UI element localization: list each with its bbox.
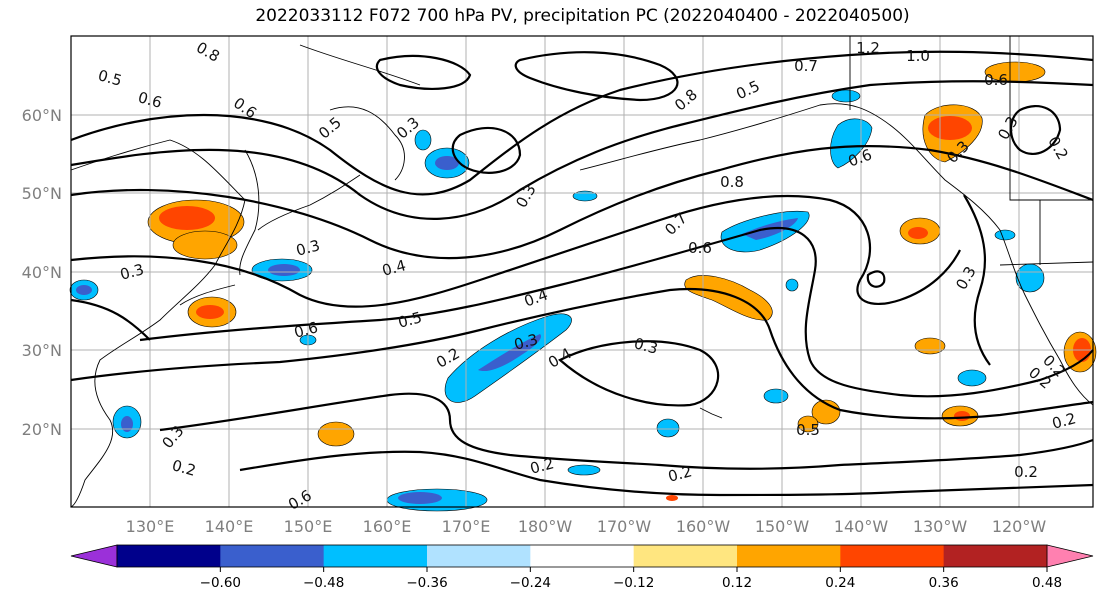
lon-label: 170°E (442, 517, 491, 536)
precip-neg-area (567, 464, 601, 476)
precip-neg-core (435, 156, 459, 170)
precip-neg-core (121, 416, 133, 432)
colorbar-extend-max (1046, 544, 1094, 568)
precip-neg-area (830, 118, 873, 169)
contour-label: 0.3 (632, 334, 660, 358)
contour-label: 0.5 (796, 421, 820, 439)
precip-pos-core (196, 305, 224, 319)
precip-pos-core (928, 116, 972, 140)
contour-label: 0.6 (136, 88, 164, 112)
contour-label: 1.2 (856, 39, 880, 57)
contour-label: 0.8 (720, 173, 744, 191)
precip-neg-area (763, 388, 789, 404)
precip-pos-area (797, 415, 819, 433)
precip-pos-area (172, 230, 238, 260)
colorbar-tick-label: 0.12 (722, 575, 752, 591)
lon-label: 160°W (676, 517, 731, 536)
precip-neg-core (76, 285, 92, 295)
contour-label: 0.2 (528, 454, 556, 478)
contour-label: 0.2 (1014, 463, 1038, 481)
contour-label: 0.3 (294, 236, 322, 260)
contour-label: 0.5 (396, 308, 424, 332)
precip-neg-area (994, 229, 1016, 241)
lon-label: 140°E (205, 517, 254, 536)
colorbar-segment (427, 545, 531, 567)
colorbar-segment (737, 545, 841, 567)
contour-label: 0.2 (666, 462, 694, 486)
map-frame (70, 35, 1094, 508)
precip-pos-area (684, 275, 773, 321)
contour-label: 0.4 (380, 256, 408, 280)
contour-label: 0.3 (512, 330, 540, 354)
precip-pos-core (908, 227, 928, 239)
precip-pos-core (666, 495, 678, 501)
lon-label: 150°E (284, 517, 333, 536)
precip-pos-core (159, 206, 215, 230)
colorbar-tick-label: 0.24 (825, 575, 855, 591)
lon-label: 170°W (597, 517, 652, 536)
longitude-labels: 130°E 140°E 150°E 160°E 170°E 180°W 170°… (126, 517, 1047, 536)
colorbar-tick-label: −0.60 (200, 575, 241, 591)
colorbar-tick-label: −0.36 (406, 575, 447, 591)
contour-label: 1.0 (906, 47, 930, 65)
precip-shading (69, 61, 1097, 512)
colorbar-frame (116, 544, 1048, 568)
lon-label: 180°W (518, 517, 573, 536)
contour-label: 0.7 (794, 57, 818, 75)
colorbar-segment (943, 545, 1048, 567)
lon-label: 150°W (755, 517, 810, 536)
colorbar-segment (633, 545, 738, 567)
precip-neg-core (398, 492, 442, 504)
contour-label: 0.2 (170, 456, 198, 480)
precip-pos-area (317, 421, 355, 447)
precip-neg-area (957, 369, 987, 387)
lon-label: 130°E (126, 517, 175, 536)
colorbar-segment (840, 545, 945, 567)
latitude-labels: 60°N 50°N 40°N 30°N 20°N (22, 106, 62, 439)
map-title: 2022033112 F072 700 hPa PV, precipitatio… (255, 6, 910, 26)
lat-label: 20°N (22, 420, 62, 439)
precip-neg-area (656, 418, 680, 438)
precip-neg-core (478, 334, 542, 372)
colorbar: −0.60 −0.48 −0.36 −0.24 −0.12 0.12 0.24 0.36 0.4… (70, 544, 1094, 591)
contour-label: 0.6 (984, 71, 1008, 89)
lon-label: 140°W (834, 517, 889, 536)
colorbar-tick-label: 0.36 (929, 575, 959, 591)
lon-label: 120°W (992, 517, 1047, 536)
contour-label: 0.6 (292, 318, 320, 342)
colorbar-segment (530, 545, 635, 567)
contour-label: 0.3 (118, 260, 146, 284)
coastlines (70, 35, 1094, 508)
colorbar-segment (323, 545, 428, 567)
colorbar-tick-label: −0.12 (613, 575, 654, 591)
colorbar-segment (220, 545, 325, 567)
colorbar-tick-label: −0.48 (303, 575, 344, 591)
pv-contours (70, 50, 1094, 497)
colorbar-extend-min (70, 544, 118, 568)
precip-pos-core (954, 411, 970, 421)
lat-label: 50°N (22, 184, 62, 203)
lon-label: 160°E (363, 517, 412, 536)
colorbar-segment (117, 545, 221, 567)
precip-neg-core (268, 264, 300, 276)
lat-label: 60°N (22, 106, 62, 125)
lat-label: 30°N (22, 341, 62, 360)
precip-neg-area (785, 278, 799, 292)
contour-label: 0.5 (96, 66, 124, 90)
precip-neg-area (414, 129, 432, 151)
lon-label: 130°W (913, 517, 968, 536)
precip-neg-area (1015, 263, 1045, 293)
colorbar-tick-label: 0.48 (1032, 575, 1062, 591)
contour-label: 0.2 (1050, 409, 1078, 433)
precip-neg-area (831, 89, 861, 103)
lat-label: 40°N (22, 263, 62, 282)
contour-label: 0.6 (688, 239, 712, 257)
colorbar-tick-label: −0.24 (510, 575, 551, 591)
